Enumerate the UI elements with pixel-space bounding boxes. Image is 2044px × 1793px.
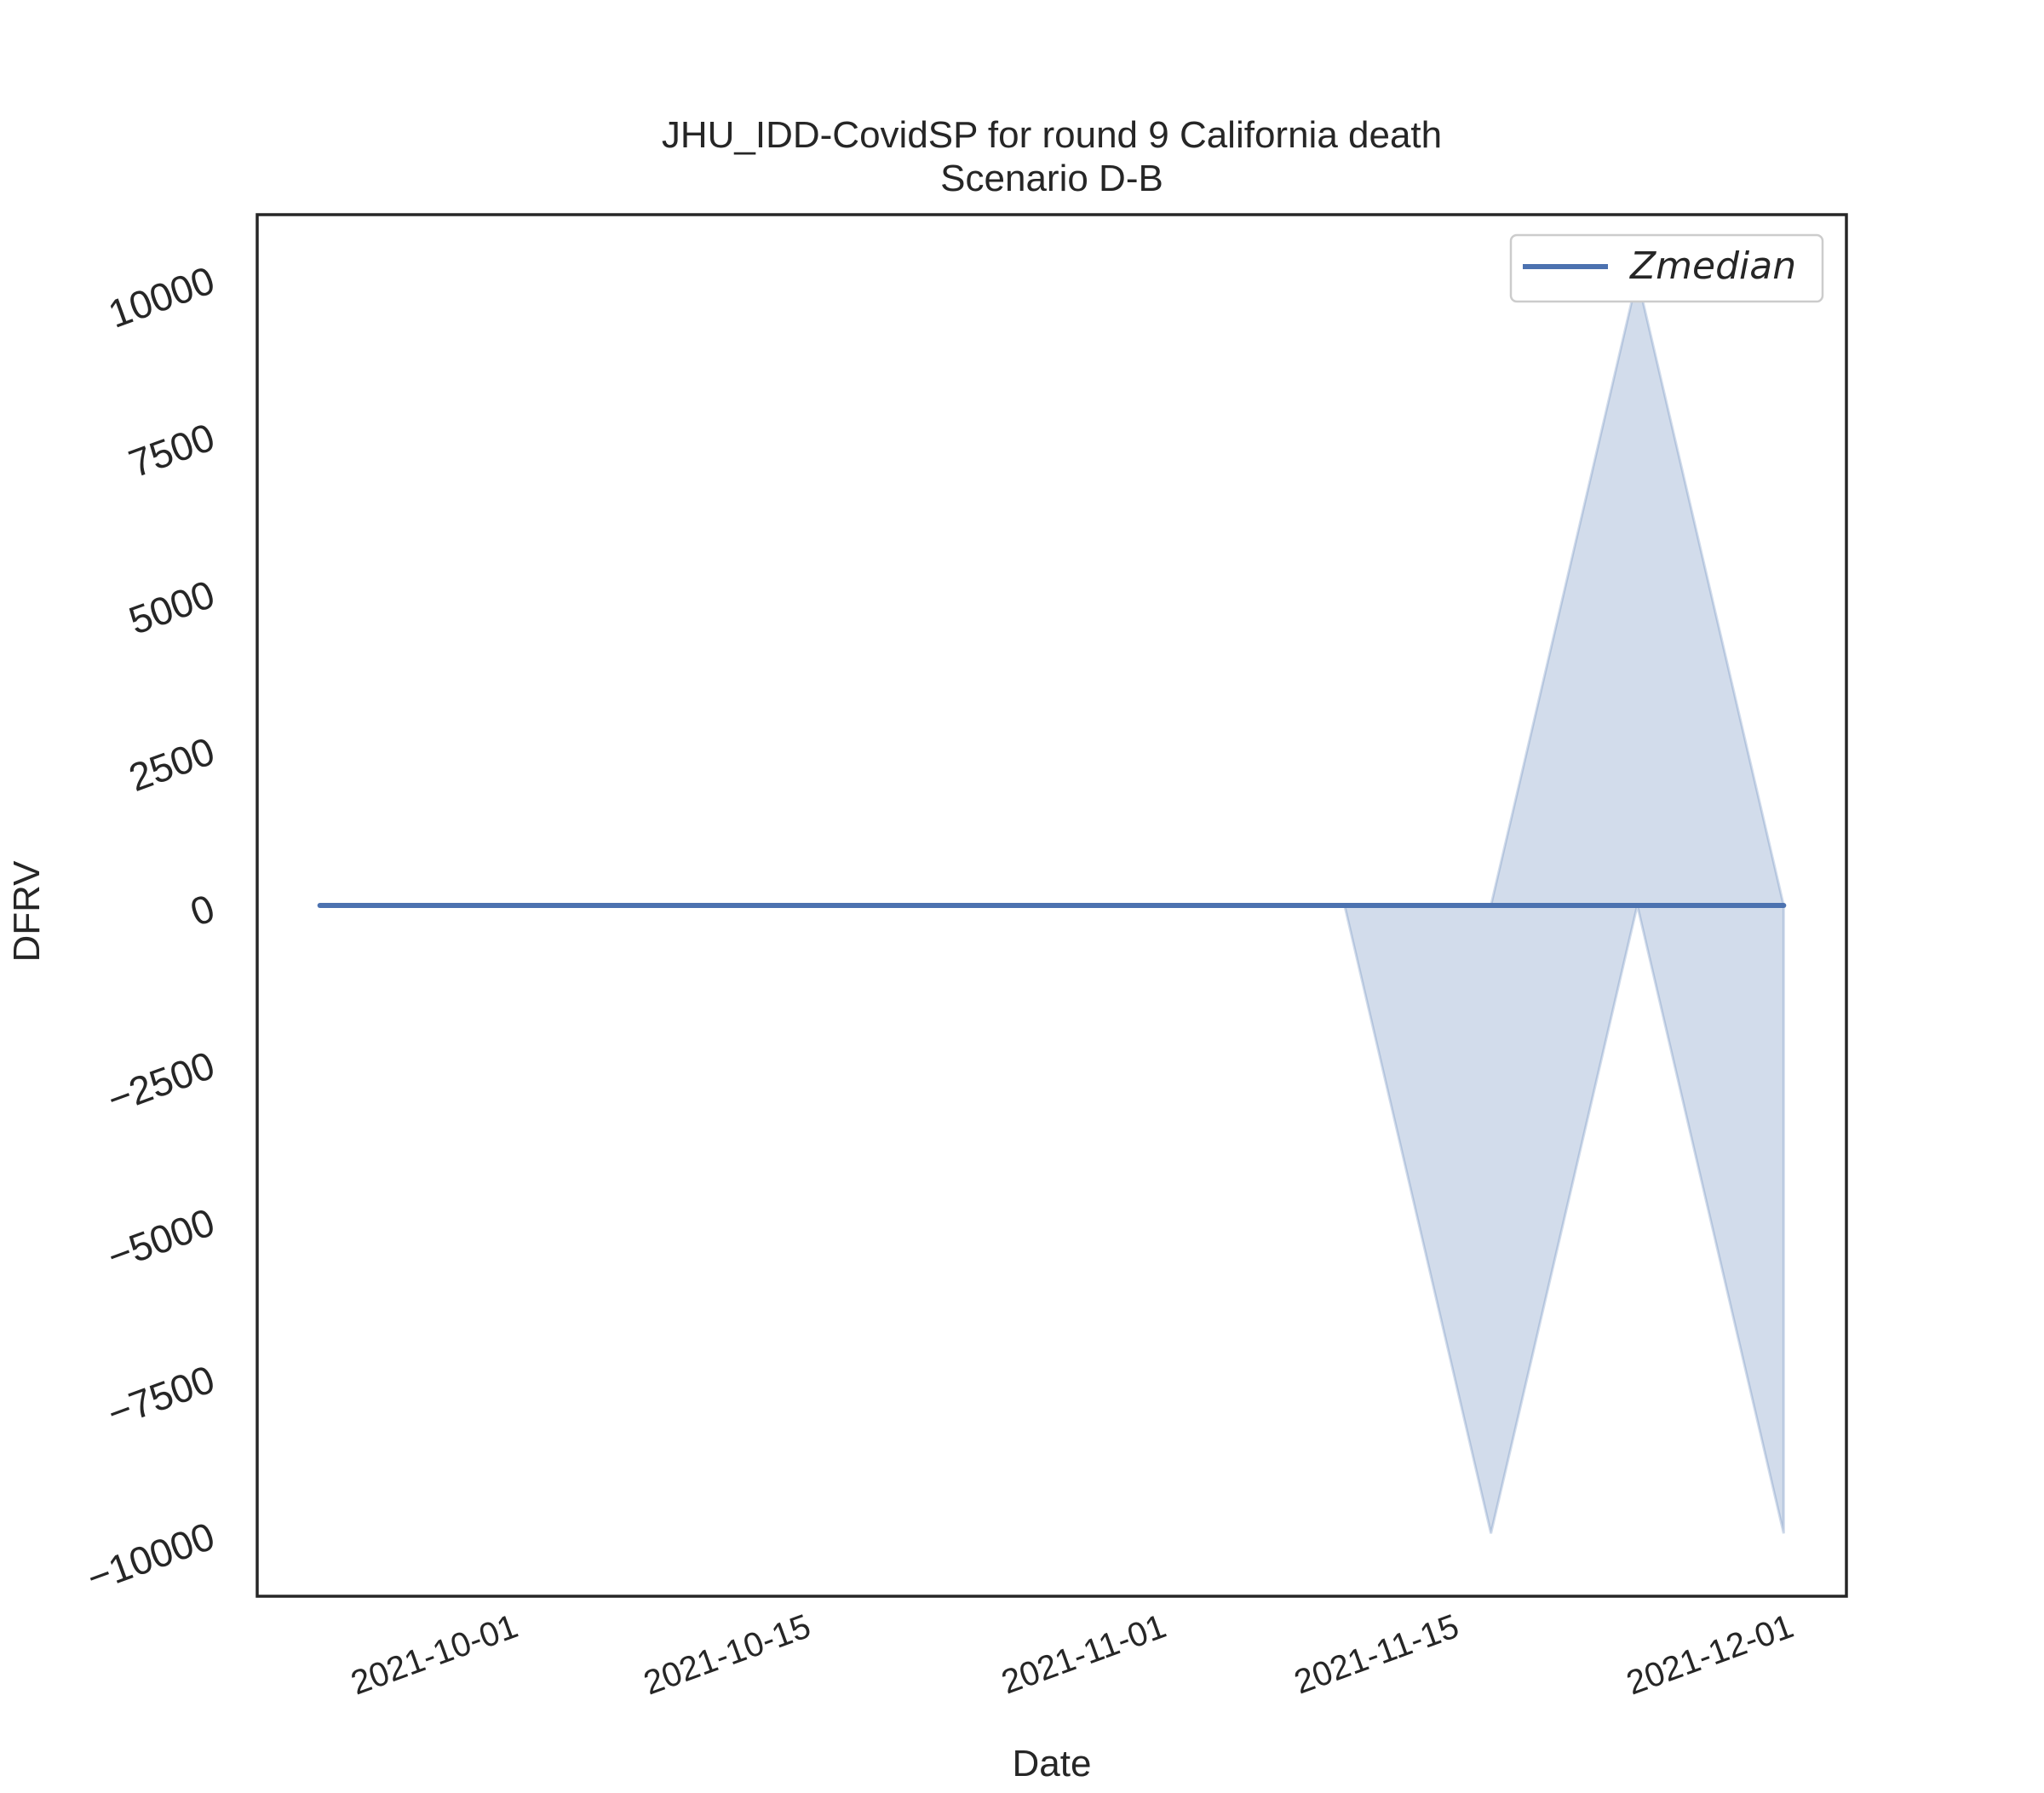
y-axis-label: DFRV [6, 860, 48, 963]
y-tick-label: 2500 [123, 728, 220, 800]
y-tick-label: −5000 [101, 1199, 220, 1279]
legend-label-zmedian: Zmedian [1629, 244, 1796, 288]
x-tick-label: 2021-11-01 [996, 1607, 1171, 1701]
y-tick-labels: 10000 7500 5000 2500 0 −2500 −5000 −7500 −10000 [81, 257, 220, 1600]
x-tick-labels: 2021-10-01 2021-10-15 2021-11-01 2021-11-15… [346, 1607, 1798, 1702]
y-tick-label: −7500 [101, 1356, 220, 1435]
y-tick-label: 10000 [102, 257, 220, 336]
x-tick-label: 2021-11-15 [1289, 1607, 1464, 1701]
legend: Zmedian [1509, 233, 1824, 303]
chart-title: JHU_IDD-CovidSP for round 9 California d… [662, 114, 1442, 156]
x-axis-label: Date [1013, 1743, 1092, 1784]
x-tick-label: 2021-12-01 [1622, 1607, 1798, 1702]
x-tick-label: 2021-10-01 [346, 1607, 522, 1702]
y-tick-label: 7500 [123, 415, 220, 486]
x-tick-label: 2021-10-15 [639, 1607, 815, 1702]
y-tick-label: −10000 [81, 1514, 220, 1600]
legend-box [1509, 233, 1824, 303]
y-tick-label: −2500 [101, 1043, 220, 1122]
y-tick-label: 5000 [123, 572, 220, 643]
y-tick-label: 0 [185, 886, 221, 935]
plot-frame [256, 213, 1848, 1598]
chart-subtitle: Scenario D-B [940, 158, 1163, 199]
